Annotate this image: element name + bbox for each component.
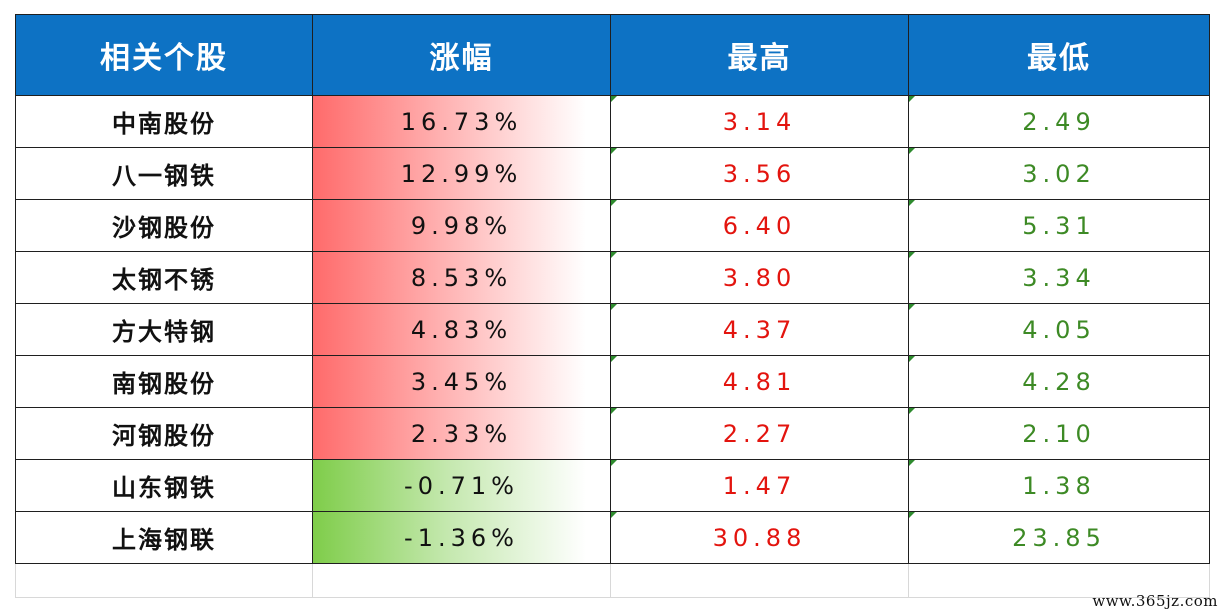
- table-row: 八一钢铁 12.99% 3.56 3.02: [15, 148, 1210, 200]
- low-price-cell: 4.05: [909, 304, 1210, 356]
- stock-name-cell: 八一钢铁: [15, 148, 313, 200]
- stock-name-cell: 南钢股份: [15, 356, 313, 408]
- empty-cell: [15, 564, 313, 598]
- header-stock-name: 相关个股: [15, 14, 313, 96]
- high-price-cell: 4.37: [611, 304, 909, 356]
- table-row: 方大特钢 4.83% 4.37 4.05: [15, 304, 1210, 356]
- table-row: 太钢不锈 8.53% 3.80 3.34: [15, 252, 1210, 304]
- stock-table: 相关个股 涨幅 最高 最低 中南股份 16.73% 3.14 2.49 八一钢铁 12.9…: [15, 14, 1210, 598]
- high-price-cell: 30.88: [611, 512, 909, 564]
- low-price-cell: 3.34: [909, 252, 1210, 304]
- high-price-cell: 1.47: [611, 460, 909, 512]
- change-cell: 9.98%: [313, 200, 611, 252]
- table-row: 上海钢联 -1.36% 30.88 23.85: [15, 512, 1210, 564]
- stock-name-cell: 沙钢股份: [15, 200, 313, 252]
- change-cell: 4.83%: [313, 304, 611, 356]
- change-cell: 8.53%: [313, 252, 611, 304]
- high-price-cell: 3.14: [611, 96, 909, 148]
- stock-name-cell: 山东钢铁: [15, 460, 313, 512]
- high-price-cell: 3.80: [611, 252, 909, 304]
- stock-name-cell: 方大特钢: [15, 304, 313, 356]
- table-row: 中南股份 16.73% 3.14 2.49: [15, 96, 1210, 148]
- change-cell: 16.73%: [313, 96, 611, 148]
- table-row: 沙钢股份 9.98% 6.40 5.31: [15, 200, 1210, 252]
- low-price-cell: 2.49: [909, 96, 1210, 148]
- change-cell: 3.45%: [313, 356, 611, 408]
- low-price-cell: 5.31: [909, 200, 1210, 252]
- header-low: 最低: [909, 14, 1210, 96]
- high-price-cell: 6.40: [611, 200, 909, 252]
- empty-row: [15, 564, 1210, 598]
- low-price-cell: 1.38: [909, 460, 1210, 512]
- stock-name-cell: 中南股份: [15, 96, 313, 148]
- high-price-cell: 3.56: [611, 148, 909, 200]
- high-price-cell: 2.27: [611, 408, 909, 460]
- table-row: 山东钢铁 -0.71% 1.47 1.38: [15, 460, 1210, 512]
- empty-cell: [909, 564, 1210, 598]
- low-price-cell: 4.28: [909, 356, 1210, 408]
- change-cell: 12.99%: [313, 148, 611, 200]
- empty-cell: [611, 564, 909, 598]
- table-row: 河钢股份 2.33% 2.27 2.10: [15, 408, 1210, 460]
- header-high: 最高: [611, 14, 909, 96]
- change-cell: 2.33%: [313, 408, 611, 460]
- table-header-row: 相关个股 涨幅 最高 最低: [15, 14, 1210, 96]
- stock-name-cell: 河钢股份: [15, 408, 313, 460]
- low-price-cell: 23.85: [909, 512, 1210, 564]
- header-change: 涨幅: [313, 14, 611, 96]
- stock-name-cell: 上海钢联: [15, 512, 313, 564]
- low-price-cell: 3.02: [909, 148, 1210, 200]
- table-row: 南钢股份 3.45% 4.81 4.28: [15, 356, 1210, 408]
- empty-cell: [313, 564, 611, 598]
- watermark-text: www.365jz.com: [1092, 592, 1218, 610]
- stock-name-cell: 太钢不锈: [15, 252, 313, 304]
- change-cell: -0.71%: [313, 460, 611, 512]
- low-price-cell: 2.10: [909, 408, 1210, 460]
- high-price-cell: 4.81: [611, 356, 909, 408]
- change-cell: -1.36%: [313, 512, 611, 564]
